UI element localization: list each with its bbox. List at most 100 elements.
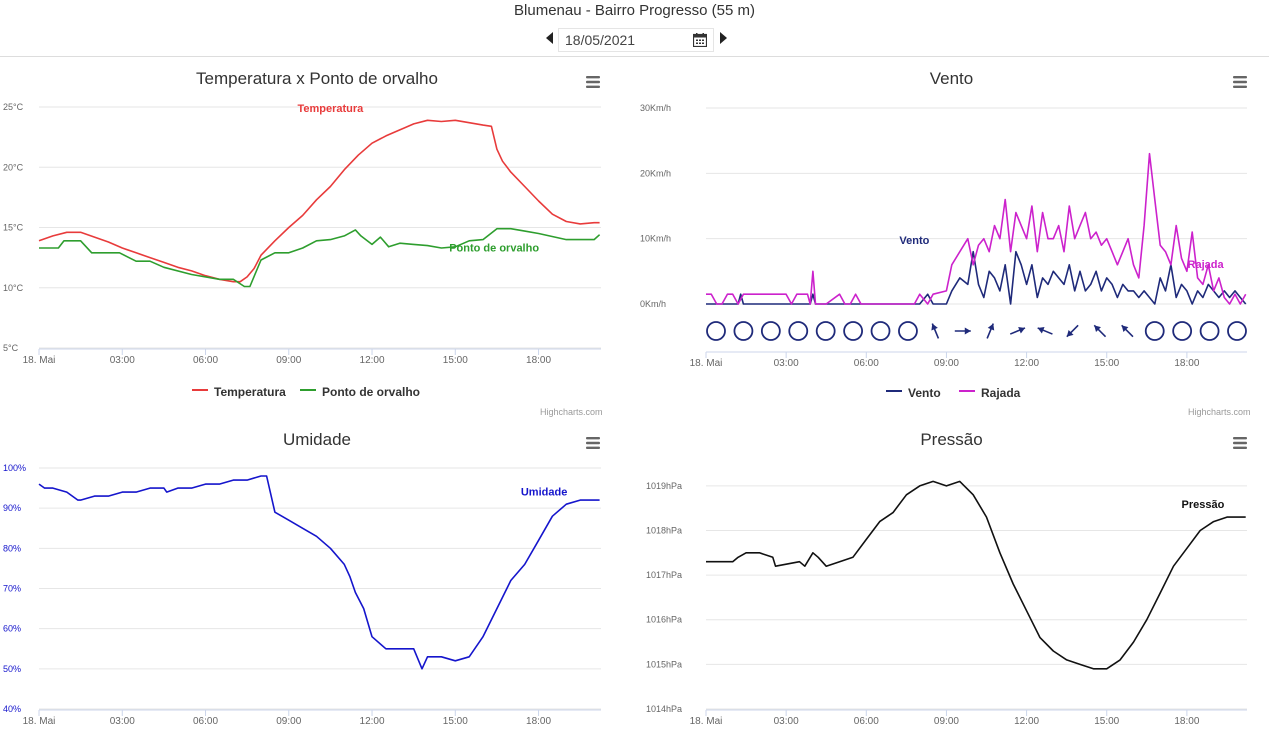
x-tick-label: 18. Mai xyxy=(23,355,56,366)
calm-circle-icon xyxy=(1172,321,1193,341)
series-line-rajada xyxy=(706,152,1247,305)
page-title: Blumenau - Bairro Progresso (55 m) xyxy=(514,2,755,19)
temperature-chart: 5°C 10°C 15°C 20°C 25°C 18. Mai 03:00 06:00 09:0… xyxy=(3,102,601,366)
chart-title: Temperatura x Ponto de orvalho xyxy=(196,69,438,88)
calendar-icon[interactable] xyxy=(693,33,707,47)
y-tick-label: 1015hPa xyxy=(646,659,682,669)
x-tick-label: 18. Mai xyxy=(23,716,56,727)
x-tick-label: 12:00 xyxy=(1014,716,1039,727)
series-label: Rajada xyxy=(1188,259,1225,271)
calm-circle-icon xyxy=(760,321,781,341)
x-tick-label: 15:00 xyxy=(1094,358,1119,369)
y-tick-label: 25°C xyxy=(3,102,24,112)
x-tick-label: 06:00 xyxy=(854,716,879,727)
arrow-head xyxy=(1094,325,1101,333)
x-tick-label: 18:00 xyxy=(1174,716,1199,727)
calm-circle-icon xyxy=(1144,321,1165,341)
y-tick-label: 0Km/h xyxy=(640,299,666,309)
calm-circle-icon xyxy=(1199,321,1220,341)
wind-chart: 0Km/h 10Km/h 20Km/h 30Km/h 18. Mai 03:00 06:00… xyxy=(640,103,1247,369)
chart-title: Umidade xyxy=(282,430,352,449)
y-tick-label: 15°C xyxy=(3,223,24,233)
series-label: Pressão xyxy=(1182,499,1225,511)
series-label: Ponto de orvalho xyxy=(449,243,539,255)
series-line-pressão xyxy=(706,480,1246,670)
series-label: Temperatura xyxy=(297,103,364,115)
calm-circle-icon xyxy=(1227,321,1247,341)
x-tick-label: 06:00 xyxy=(193,355,218,366)
wind-arrow-icon xyxy=(1121,324,1134,338)
wind-arrow-icon xyxy=(931,323,940,339)
x-tick-label: 18:00 xyxy=(526,355,551,366)
arrow-head xyxy=(1018,327,1026,334)
temperature-chart-panel: Temperatura x Ponto de orvalho 5°C 10°C 15… xyxy=(0,58,634,420)
y-tick-label: 1018hPa xyxy=(646,525,682,535)
credits[interactable]: Highcharts.com xyxy=(1188,407,1251,417)
x-tick-label: 06:00 xyxy=(854,358,879,369)
y-tick-label: 5°C xyxy=(3,343,19,353)
series-line-vento xyxy=(706,250,1247,305)
date-input[interactable] xyxy=(565,31,683,49)
x-tick-label: 18. Mai xyxy=(690,358,723,369)
calm-circle-icon xyxy=(788,321,809,341)
y-tick-label: 1016hPa xyxy=(646,615,682,625)
y-tick-label: 20Km/h xyxy=(640,168,671,178)
hamburger-menu-icon[interactable] xyxy=(586,437,600,449)
wind-chart-panel: Vento 0Km/h 10Km/h 20Km/h 30Km/h 18. Mai 03:0… xyxy=(634,58,1269,420)
page-header: Blumenau - Bairro Progresso (55 m) xyxy=(0,0,1269,57)
x-tick-label: 09:00 xyxy=(276,716,301,727)
x-tick-label: 12:00 xyxy=(360,355,385,366)
x-tick-label: 15:00 xyxy=(443,716,468,727)
arrow-head xyxy=(1121,325,1129,333)
x-tick-label: 03:00 xyxy=(774,358,799,369)
hamburger-menu-icon[interactable] xyxy=(1233,437,1247,449)
arrow-head xyxy=(1066,329,1074,337)
x-tick-label: 18:00 xyxy=(526,716,551,727)
chart-title: Vento xyxy=(929,69,974,88)
x-tick-label: 18:00 xyxy=(1174,358,1199,369)
date-picker xyxy=(558,28,714,52)
x-tick-label: 12:00 xyxy=(1014,358,1039,369)
y-tick-label: 30Km/h xyxy=(640,103,671,113)
calm-circle-icon xyxy=(733,321,754,341)
chart-title: Pressão xyxy=(920,430,983,449)
arrow-head xyxy=(1037,327,1045,334)
y-tick-label: 90% xyxy=(3,503,21,513)
chevron-left-icon[interactable] xyxy=(546,32,553,44)
x-tick-label: 06:00 xyxy=(193,716,218,727)
hamburger-menu-icon[interactable] xyxy=(1233,76,1247,88)
humidity-chart-panel: Umidade 40% 50% 60% 70% 80% 90% 100% 18. Mai 03:… xyxy=(0,419,634,729)
hamburger-menu-icon[interactable] xyxy=(586,76,600,88)
calm-circle-icon xyxy=(870,321,891,341)
y-tick-label: 100% xyxy=(3,463,26,473)
series-label: Umidade xyxy=(521,486,567,498)
series-line-ponto-de-orvalho xyxy=(39,227,601,288)
wind-arrow-icon xyxy=(986,323,995,339)
arrow-head xyxy=(987,323,995,331)
arrow-head xyxy=(964,327,971,335)
calm-circle-icon xyxy=(898,321,918,341)
credits[interactable]: Highcharts.com xyxy=(540,407,603,417)
x-tick-label: 18. Mai xyxy=(690,716,723,727)
chevron-right-icon[interactable] xyxy=(720,32,727,44)
y-tick-label: 50% xyxy=(3,664,21,674)
humidity-chart: 40% 50% 60% 70% 80% 90% 100% 18. Mai 03:00 06:00 0… xyxy=(3,463,601,727)
y-tick-label: 1019hPa xyxy=(646,481,682,491)
x-tick-label: 12:00 xyxy=(360,716,385,727)
y-tick-label: 10°C xyxy=(3,283,24,293)
calm-circle-icon xyxy=(843,321,864,341)
series-line-temperatura xyxy=(38,119,600,283)
y-tick-label: 10Km/h xyxy=(640,234,671,244)
wind-arrow-icon xyxy=(1009,327,1026,335)
series-label: Vento xyxy=(899,235,929,247)
wind-arrow-icon xyxy=(954,327,971,335)
x-tick-label: 03:00 xyxy=(110,355,135,366)
x-tick-label: 09:00 xyxy=(934,716,959,727)
y-tick-label: 60% xyxy=(3,624,21,634)
series-line-umidade xyxy=(38,475,600,670)
y-tick-label: 70% xyxy=(3,584,21,594)
calm-circle-icon xyxy=(815,321,836,341)
wind-arrow-icon xyxy=(1093,324,1107,338)
x-tick-label: 15:00 xyxy=(1094,716,1119,727)
y-tick-label: 1017hPa xyxy=(646,570,682,580)
